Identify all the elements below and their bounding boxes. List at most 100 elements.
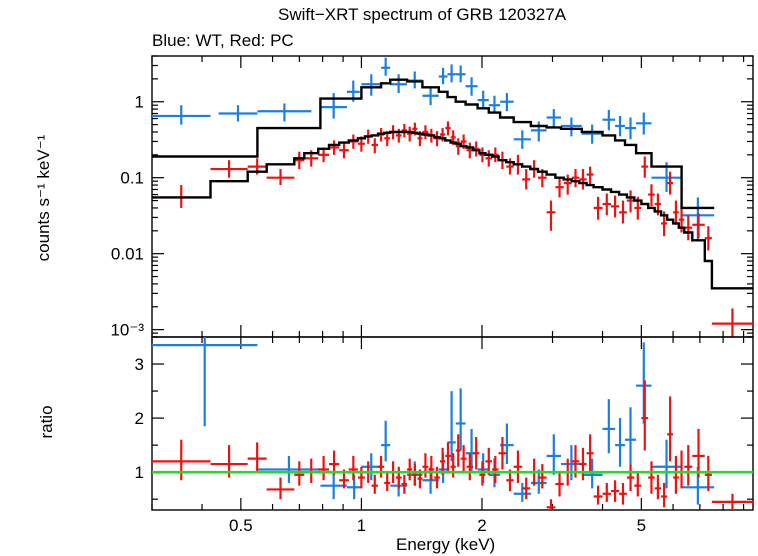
x-tick-label: 0.5 [229, 516, 253, 535]
pc-data-point [538, 464, 547, 489]
wt-data-point [455, 388, 466, 451]
pc-data-point [602, 482, 612, 502]
pc-data-point [329, 140, 340, 155]
wt-data-point [390, 74, 408, 94]
pc-data-point [479, 461, 486, 486]
pc-data-point [329, 450, 340, 475]
pc-data-point [407, 458, 413, 481]
pc-data-point [339, 142, 349, 159]
x-axis-label: Energy (keV) [396, 535, 496, 554]
wt-data-point [581, 124, 603, 144]
pc-data-point [648, 184, 655, 207]
pc-data-point [579, 447, 587, 481]
pc-data-point [294, 461, 305, 486]
pc-data-point [586, 166, 594, 186]
pc-data-point [428, 455, 435, 481]
y-tick-label: 3 [135, 355, 144, 374]
pc-data-point [641, 380, 649, 451]
pc-data-point [485, 447, 493, 475]
pc-data-point [401, 123, 408, 138]
pc-data-point [247, 442, 267, 473]
wt-data-point [381, 420, 391, 462]
wt-data-point [320, 472, 347, 500]
pc-data-point [673, 200, 679, 225]
wt-data-point [513, 482, 531, 502]
y-tick-label: 0.1 [120, 169, 144, 188]
pc-data-point [522, 169, 531, 190]
pc-data-point [210, 160, 248, 178]
pc-data-point [546, 499, 556, 510]
pc-data-point [304, 458, 319, 483]
pc-data-point [602, 193, 612, 216]
pc-data-point [466, 453, 474, 481]
pc-data-point [266, 477, 295, 500]
model-step-line [152, 78, 715, 210]
y-tick-label: 0.01 [111, 245, 144, 264]
pc-data-point [473, 437, 480, 470]
wt-data-point [636, 112, 652, 135]
pc-data-point [555, 472, 564, 497]
x-tick-label: 5 [637, 516, 646, 535]
pc-data-point [485, 150, 493, 167]
wt-data-point [500, 93, 514, 112]
spectrum-plot-area [152, 57, 753, 337]
pc-data-point [445, 121, 451, 136]
y-tick-label: 1 [135, 463, 144, 482]
wt-data-point [651, 439, 682, 489]
pc-data-point [555, 177, 564, 198]
wt-data-point [257, 103, 312, 122]
pc-data-point [455, 434, 461, 467]
pc-data-point [654, 474, 662, 500]
wt-data-point [624, 407, 637, 465]
wt-data-point [615, 418, 625, 467]
pc-data-point [641, 156, 649, 178]
wt-data-point [560, 117, 582, 137]
wt-data-point [218, 105, 258, 122]
wt-data-point [447, 64, 456, 83]
pc-data-point [422, 453, 429, 478]
pc-data-point [704, 226, 712, 251]
pc-data-point [648, 461, 655, 494]
wt-data-point [546, 109, 561, 129]
ratio-plot-area [152, 337, 753, 510]
pc-data-point [684, 445, 693, 486]
pc-data-point [450, 453, 456, 478]
x-tick-label: 2 [477, 516, 486, 535]
wt-data-point [361, 453, 382, 481]
pc-data-point [152, 439, 211, 481]
pc-data-point [619, 200, 627, 224]
y-tick-label: 1 [135, 93, 144, 112]
wt-data-point [381, 57, 391, 76]
pc-data-point [384, 472, 391, 492]
wt-data-point [465, 77, 478, 96]
wt-data-point [546, 434, 561, 475]
pc-data-point [711, 308, 753, 337]
pc-data-point [546, 200, 556, 231]
pc-data-point [711, 493, 753, 510]
pc-data-point [678, 450, 685, 489]
y-tick-label: 10⁻³ [110, 321, 144, 340]
pc-data-point [667, 396, 674, 462]
chart-title: Swift−XRT spectrum of GRB 120327A [278, 5, 567, 24]
pc-data-point [422, 125, 429, 140]
wt-data-point [602, 109, 616, 131]
wt-data-point [361, 74, 382, 96]
pc-data-point [445, 442, 451, 473]
wt-data-point [407, 71, 423, 89]
pc-data-point [611, 480, 620, 502]
pc-data-point [434, 466, 440, 489]
pc-data-point [396, 466, 402, 489]
pc-data-point [371, 138, 378, 154]
wt-data-point [624, 117, 637, 140]
wt-data-point [513, 130, 531, 149]
pc-data-point [460, 445, 467, 473]
pc-data-point [522, 477, 531, 500]
wt-data-point [477, 90, 489, 110]
pc-data-point [593, 196, 603, 220]
pc-data-point [692, 213, 705, 239]
pc-data-point [626, 464, 635, 492]
spectrum-panel: 1 0.1 0.01 10⁻³ [110, 55, 754, 340]
pc-data-point [626, 190, 635, 213]
pc-data-point [266, 169, 295, 186]
pc-data-point [593, 485, 603, 505]
